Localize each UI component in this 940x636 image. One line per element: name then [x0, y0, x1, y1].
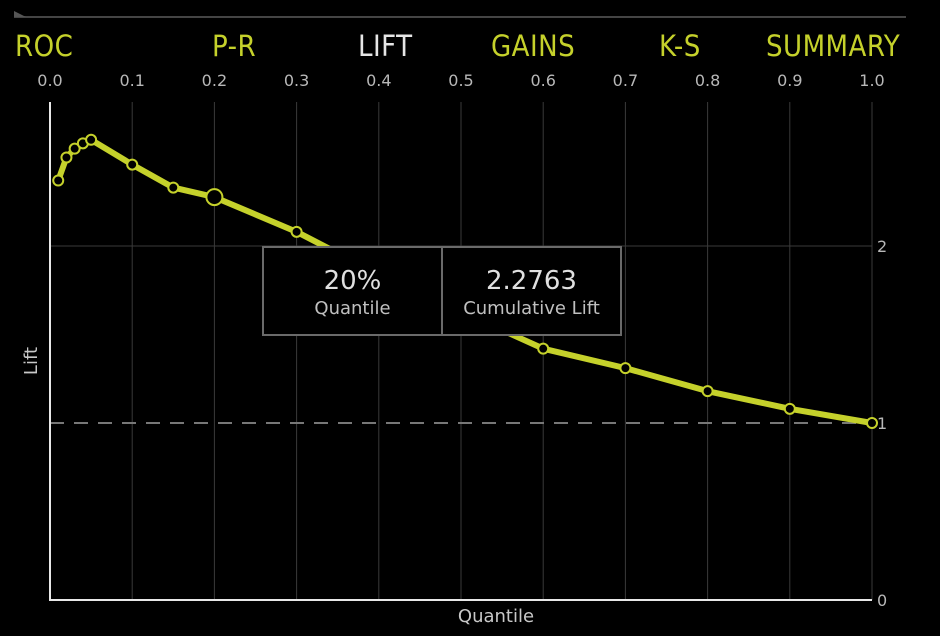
x-tick-label: 0.6	[530, 71, 555, 90]
y-tick-label: 2	[877, 237, 887, 256]
x-tick-label: 0.0	[37, 71, 62, 90]
tab-p-r[interactable]: P-R	[212, 29, 257, 63]
data-point[interactable]	[126, 158, 139, 171]
hover-tooltip: 20% Quantile 2.2763 Cumulative Lift	[262, 246, 622, 336]
tooltip-lift-label: Cumulative Lift	[463, 298, 600, 319]
x-tick-label: 0.3	[284, 71, 309, 90]
data-point[interactable]	[68, 142, 81, 155]
tab-k-s[interactable]: K-S	[659, 29, 701, 63]
tab-summary[interactable]: SUMMARY	[766, 29, 901, 63]
data-point[interactable]	[85, 133, 98, 146]
tooltip-quantile: 20% Quantile	[264, 248, 441, 334]
tooltip-quantile-label: Quantile	[314, 298, 391, 319]
tooltip-lift: 2.2763 Cumulative Lift	[441, 248, 620, 334]
data-point[interactable]	[537, 342, 550, 355]
x-tick-label: 0.1	[119, 71, 144, 90]
axes	[49, 102, 872, 601]
x-tick-label: 0.8	[695, 71, 720, 90]
y-axis-title: Lift	[21, 347, 42, 375]
tooltip-quantile-value: 20%	[323, 266, 382, 296]
highlighted-data-point[interactable]	[205, 188, 224, 207]
y-tick-label: 0	[877, 591, 887, 610]
data-point[interactable]	[167, 181, 180, 194]
tab-lift[interactable]: LIFT	[358, 29, 413, 63]
data-point[interactable]	[290, 225, 303, 238]
x-tick-label: 0.5	[448, 71, 473, 90]
x-tick-label: 0.9	[777, 71, 802, 90]
y-tick-labels: 0 1 2	[877, 237, 887, 610]
tab-roc[interactable]: ROC	[15, 29, 74, 63]
x-axis-title: Quantile	[458, 606, 534, 627]
data-point[interactable]	[619, 362, 632, 375]
data-point[interactable]	[866, 417, 878, 429]
data-point[interactable]	[701, 385, 714, 398]
x-tick-label: 0.4	[366, 71, 391, 90]
data-point[interactable]	[52, 174, 65, 187]
x-tick-label: 1.0	[859, 71, 884, 90]
tab-gains[interactable]: GAINS	[491, 29, 576, 63]
grid-lines	[50, 102, 873, 600]
y-tick-label: 1	[877, 414, 887, 433]
tooltip-lift-value: 2.2763	[486, 266, 577, 296]
x-tick-labels: 0.0 0.1 0.2 0.3 0.4 0.5 0.6 0.7 0.8 0.9 1.0	[37, 71, 884, 90]
data-point[interactable]	[783, 402, 796, 415]
x-tick-label: 0.7	[613, 71, 638, 90]
collapse-handle-icon[interactable]	[14, 11, 26, 17]
x-tick-label: 0.2	[202, 71, 227, 90]
top-divider	[14, 16, 906, 18]
data-point[interactable]	[60, 151, 73, 164]
